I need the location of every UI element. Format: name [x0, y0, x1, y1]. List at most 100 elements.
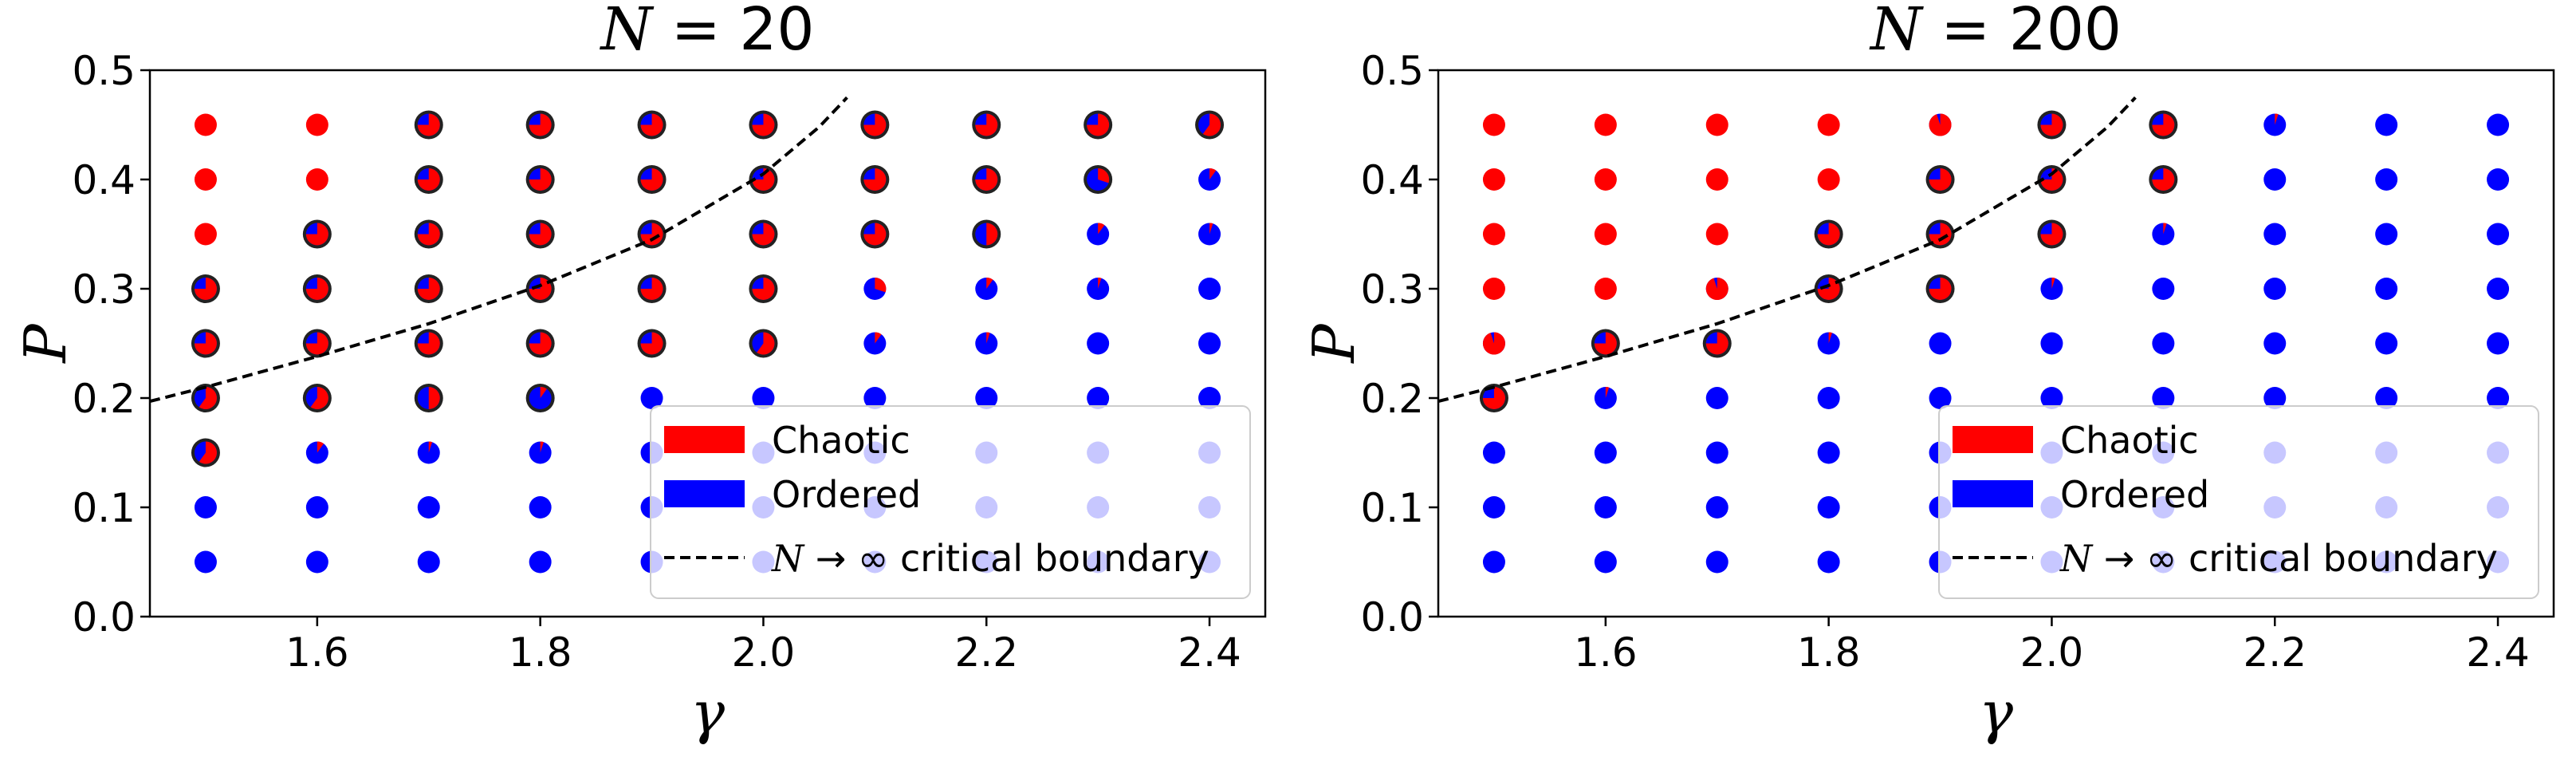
data-point: [749, 329, 778, 358]
data-point: [1705, 223, 1728, 246]
chaotic-slice: [986, 223, 998, 246]
ordered-slice: [640, 387, 663, 409]
data-point: [1482, 113, 1505, 136]
data-point: [305, 496, 328, 519]
ordered-slice: [1705, 496, 1728, 519]
data-point: [2263, 387, 2287, 409]
data-point: [1705, 168, 1728, 191]
chaotic-slice: [1828, 332, 1832, 344]
x-tick-label: 2.4: [2466, 629, 2530, 676]
chaotic-slice: [975, 113, 998, 136]
y-tick-label: 0.1: [1360, 485, 1424, 531]
chaotic-slice: [1929, 278, 1952, 300]
data-point: [194, 168, 217, 191]
ordered-slice: [529, 496, 552, 519]
data-point: [860, 219, 890, 249]
data-point: [1198, 168, 1221, 191]
chaotic-slice: [1482, 278, 1505, 300]
ordered-slice: [2375, 278, 2398, 300]
data-point: [191, 274, 220, 303]
chaotic-slice: [1202, 113, 1221, 136]
chaotic-slice: [2040, 223, 2063, 246]
x-tick-label: 1.6: [285, 629, 349, 676]
data-point: [2487, 223, 2510, 246]
data-point: [637, 274, 667, 303]
data-point: [1594, 387, 1617, 409]
data-point: [975, 278, 998, 300]
chaotic-slice: [2040, 168, 2063, 191]
data-point: [1482, 278, 1505, 300]
critical-boundary-line: [1437, 96, 2137, 404]
ordered-slice: [305, 550, 328, 574]
y-tick-label: 0.5: [72, 48, 136, 94]
data-point: [417, 441, 440, 464]
y-axis-label: P: [1300, 323, 1367, 365]
data-point: [414, 110, 443, 140]
chaotic-slice: [1098, 168, 1110, 183]
data-point: [525, 219, 555, 249]
chaotic-slice: [875, 278, 887, 293]
legend-swatch-chaotic: [664, 426, 745, 453]
legend-label-boundary: N → ∞ critical boundary: [771, 537, 1209, 580]
data-point: [2040, 332, 2063, 355]
data-point: [1925, 165, 1955, 194]
data-point: [302, 384, 332, 412]
data-point: [2375, 113, 2398, 136]
data-point: [1705, 441, 1728, 464]
data-point: [302, 274, 332, 303]
data-point: [752, 387, 775, 409]
legend-boundary-text: → ∞ critical boundary: [2092, 537, 2498, 580]
ordered-slice: [1594, 387, 1617, 409]
legend-label-boundary: N → ∞ critical boundary: [2059, 537, 2498, 580]
chaotic-slice: [428, 387, 440, 409]
data-point: [975, 387, 998, 409]
ordered-slice: [417, 550, 440, 574]
data-point: [1594, 550, 1617, 574]
ordered-slice: [2375, 168, 2398, 191]
chaotic-slice: [417, 278, 440, 300]
chaotic-slice: [975, 168, 998, 191]
legend-label-chaotic: Chaotic: [772, 419, 910, 462]
chaotic-slice: [305, 223, 328, 246]
data-point: [529, 496, 552, 519]
chaotic-slice: [640, 223, 663, 246]
data-point: [525, 165, 555, 194]
x-axis-label: γ: [690, 679, 726, 746]
chaotic-slice: [986, 278, 993, 289]
chaotic-slice: [194, 332, 217, 355]
x-tick-label: 2.2: [2243, 629, 2307, 676]
chaotic-slice: [640, 332, 663, 355]
data-point: [860, 165, 890, 194]
data-point: [529, 441, 552, 464]
ordered-slice: [194, 550, 217, 574]
ordered-slice: [1817, 332, 1840, 355]
data-points: [1479, 110, 2510, 574]
chaotic-slice: [194, 278, 217, 300]
ordered-slice: [2152, 332, 2175, 355]
data-point: [2152, 223, 2175, 246]
data-point: [194, 223, 217, 246]
legend-box: [1938, 405, 2539, 599]
data-point: [1594, 168, 1617, 191]
x-tick-label: 2.0: [732, 629, 796, 676]
chaotic-slice: [752, 223, 775, 246]
ordered-slice: [2152, 387, 2175, 409]
data-point: [1482, 441, 1505, 464]
x-tick-label: 1.6: [1574, 629, 1638, 676]
chaotic-slice: [199, 387, 217, 410]
data-point: [860, 110, 890, 140]
legend-swatch-ordered: [664, 480, 745, 507]
data-point: [194, 113, 217, 136]
data-point: [1198, 278, 1221, 300]
legend-label-chaotic: Chaotic: [2060, 419, 2199, 462]
data-point: [305, 441, 328, 464]
data-point: [1817, 113, 1840, 136]
data-point: [2037, 219, 2067, 249]
legend-boundary-symbol: N: [2059, 537, 2094, 580]
ordered-slice: [1705, 387, 1728, 409]
chart-title-value: = 20: [652, 0, 814, 64]
chaotic-slice: [529, 278, 552, 300]
chaotic-slice: [1705, 113, 1728, 136]
y-tick-label: 0.4: [72, 157, 136, 203]
chaotic-slice: [1929, 113, 1952, 136]
